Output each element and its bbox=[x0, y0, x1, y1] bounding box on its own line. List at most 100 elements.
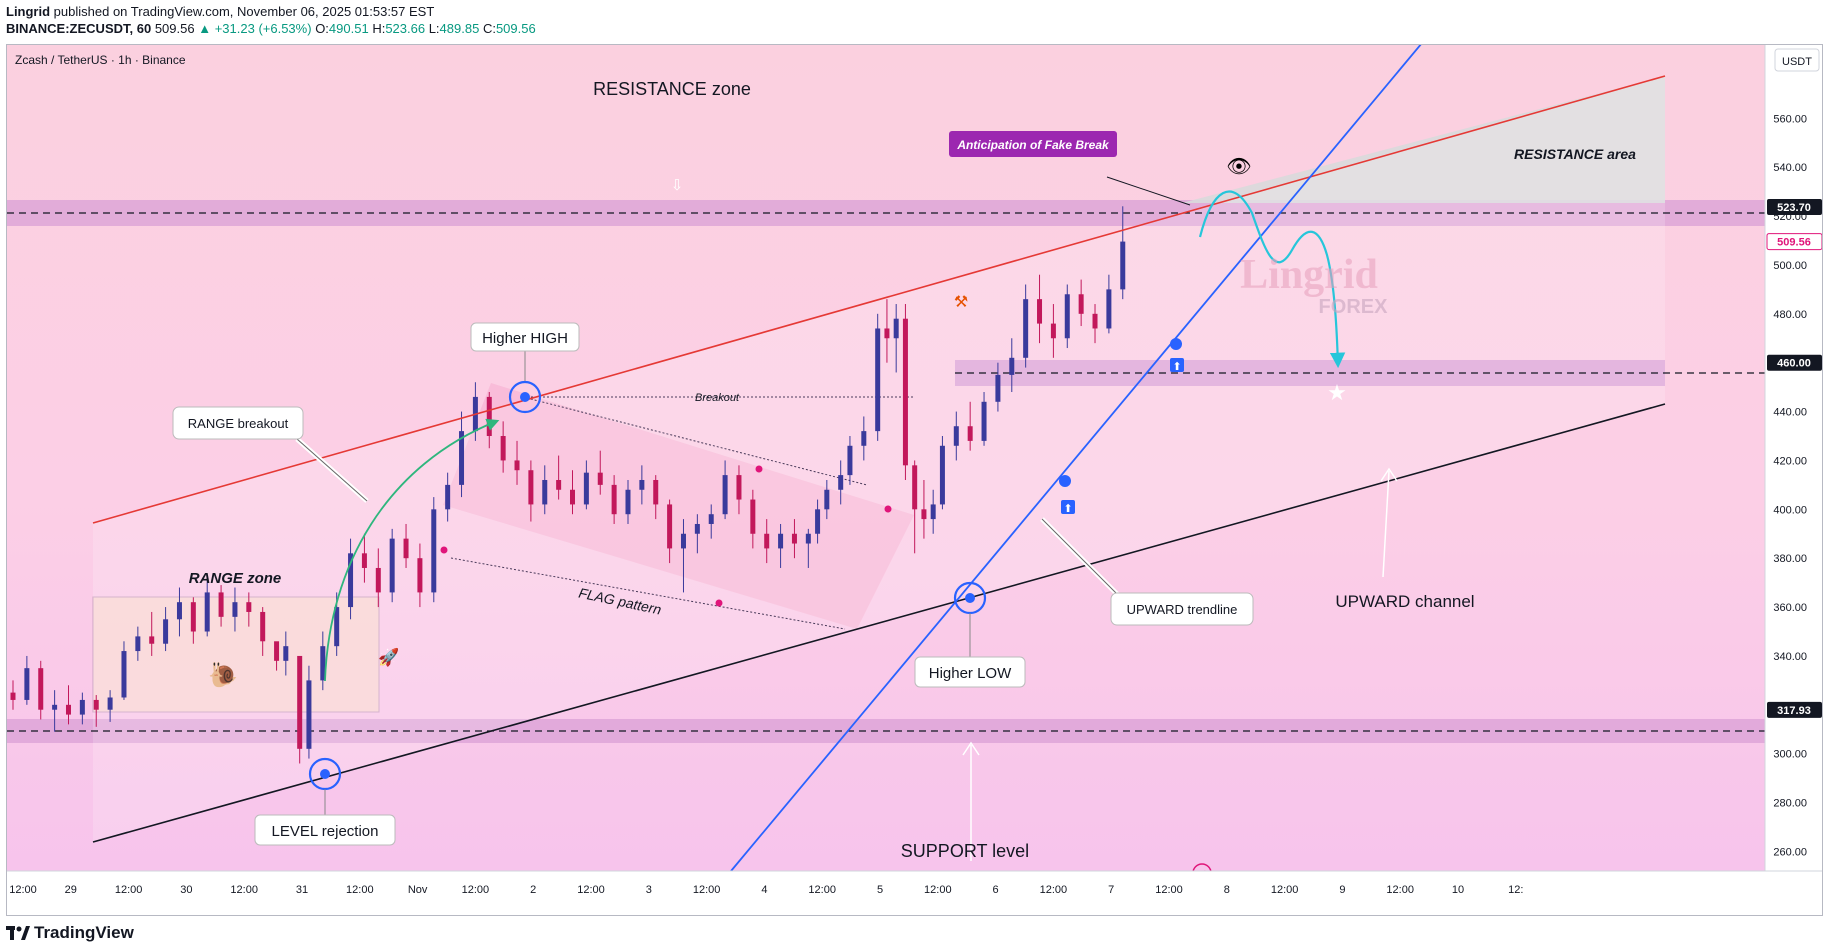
tradingview-footer[interactable]: TradingView bbox=[6, 922, 134, 944]
price-tags: 523.70 509.56 460.00 317.93 bbox=[1766, 199, 1822, 718]
x-tick-label: Nov bbox=[408, 884, 428, 896]
publish-info: Lingrid published on TradingView.com, No… bbox=[6, 4, 434, 19]
time-axis[interactable] bbox=[7, 871, 1823, 916]
fake-break-badge bbox=[949, 131, 1117, 157]
x-tick-label: 6 bbox=[993, 884, 999, 896]
candle-body bbox=[389, 538, 395, 593]
level-rejection-label: LEVEL rejection bbox=[271, 823, 378, 840]
candle-body bbox=[218, 592, 224, 617]
candle-body bbox=[838, 475, 844, 490]
x-tick-label: 12:00 bbox=[577, 884, 605, 896]
candle-body bbox=[10, 692, 16, 700]
candle-body bbox=[149, 636, 155, 644]
published-text: published on TradingView.com, November 0… bbox=[53, 4, 435, 19]
x-tick-label: 12:00 bbox=[115, 884, 143, 896]
watermark-title: Lingrid bbox=[1240, 252, 1378, 298]
higher-low-label: Higher LOW bbox=[929, 665, 1012, 682]
candle-body bbox=[861, 431, 867, 446]
candle-body bbox=[1023, 299, 1029, 358]
candle-body bbox=[694, 523, 700, 534]
candle-body bbox=[708, 514, 714, 524]
candle-body bbox=[1050, 323, 1056, 339]
candle-body bbox=[348, 553, 354, 608]
low-value: 489.85 bbox=[439, 21, 480, 36]
x-tick-label: 2 bbox=[530, 884, 536, 896]
last-price: 509.56 bbox=[154, 21, 195, 36]
pivot-dot bbox=[884, 505, 892, 513]
candle-body bbox=[403, 538, 409, 559]
price-tag-label: 460.00 bbox=[1777, 358, 1811, 370]
x-tick-label: 12: bbox=[1508, 884, 1523, 896]
candle-body bbox=[65, 704, 71, 715]
range-breakout-label: RANGE breakout bbox=[188, 416, 289, 431]
up-signal-icon-arrow: ⬆ bbox=[1063, 503, 1072, 515]
y-tick-label: 300.00 bbox=[1773, 749, 1807, 761]
candle-body bbox=[611, 484, 617, 515]
rocket-icon: 🚀 bbox=[378, 647, 399, 667]
candle-body bbox=[791, 533, 797, 544]
level-rejection-dot bbox=[320, 769, 330, 779]
higher-high-circle bbox=[508, 380, 542, 414]
level-rejection-callout bbox=[254, 814, 396, 846]
currency-label[interactable]: USDT bbox=[1782, 56, 1812, 68]
candle-body bbox=[722, 475, 728, 515]
higher-low-callout bbox=[914, 656, 1026, 688]
x-tick-label: 30 bbox=[180, 884, 192, 896]
price-tag bbox=[1767, 354, 1822, 371]
candle-body bbox=[232, 602, 238, 617]
chart-panel[interactable]: ⇩ 👁 🐌 🚀 ⚒ ★ ⬆ ⬆ ⚡ Lingrid FOREX Zcash / … bbox=[6, 44, 1823, 916]
candle-body bbox=[79, 699, 85, 715]
open-label: O: bbox=[315, 21, 329, 36]
candle-body bbox=[1009, 357, 1015, 375]
watermark-subtitle: FOREX bbox=[1319, 296, 1389, 318]
candle-body bbox=[902, 318, 908, 466]
y-tick-label: 380.00 bbox=[1773, 553, 1807, 565]
y-tick-label: 260.00 bbox=[1773, 846, 1807, 858]
y-tick-label: 400.00 bbox=[1773, 504, 1807, 516]
upward-trendline-callout bbox=[1110, 592, 1254, 626]
candle-body bbox=[778, 533, 784, 549]
up-signal-icon bbox=[1170, 358, 1184, 372]
price-tag bbox=[1767, 701, 1822, 718]
callout-pointer bbox=[296, 438, 368, 502]
price-tag bbox=[1767, 199, 1822, 216]
x-tick-label: 7 bbox=[1108, 884, 1114, 896]
symbol-name[interactable]: BINANCE:ZECUSDT, 60 bbox=[6, 21, 152, 36]
up-signal-icon bbox=[1061, 500, 1075, 514]
currency-button[interactable] bbox=[1774, 48, 1820, 72]
price-chart[interactable]: ⇩ 👁 🐌 🚀 ⚒ ★ ⬆ ⬆ ⚡ Lingrid FOREX Zcash / … bbox=[7, 45, 1823, 916]
candle-body bbox=[884, 328, 890, 339]
upward-trendline[interactable] bbox=[730, 45, 1427, 872]
y-tick-label: 360.00 bbox=[1773, 602, 1807, 614]
candle-body bbox=[912, 465, 918, 510]
x-tick-label: 12:00 bbox=[808, 884, 836, 896]
candle-body bbox=[190, 602, 196, 632]
trend-touch-dot-2 bbox=[1170, 338, 1182, 350]
price-axis[interactable] bbox=[1765, 45, 1823, 871]
close-value: 509.56 bbox=[495, 21, 536, 36]
y-ticks: 560.00540.00520.00500.00480.00440.00420.… bbox=[1773, 113, 1807, 858]
resistance-trendline[interactable] bbox=[92, 75, 1666, 524]
y-tick-label: 440.00 bbox=[1773, 407, 1807, 419]
candle-body bbox=[967, 426, 973, 441]
higher-low-dot bbox=[965, 593, 975, 603]
upward-channel-label: UPWARD channel bbox=[1335, 592, 1474, 611]
resistance-area-label: RESISTANCE area bbox=[1514, 146, 1636, 162]
pivot-dot bbox=[755, 465, 763, 473]
candle-body bbox=[625, 489, 631, 515]
candle-body bbox=[805, 533, 811, 544]
support-level-label: SUPPORT level bbox=[901, 841, 1029, 861]
candle-body bbox=[556, 479, 562, 490]
price-tag-label: 317.93 bbox=[1777, 705, 1811, 717]
support-trendline[interactable] bbox=[92, 403, 1666, 843]
flag-upper-line bbox=[522, 396, 868, 486]
flag-lower-line bbox=[450, 557, 846, 630]
y-tick-label: 340.00 bbox=[1773, 651, 1807, 663]
y-tick-label: 280.00 bbox=[1773, 798, 1807, 810]
x-tick-label: 12:00 bbox=[1155, 884, 1183, 896]
candle-body bbox=[486, 396, 492, 437]
ohlc-bar: BINANCE:ZECUSDT, 60 509.56 ▲ +31.23 (+6.… bbox=[6, 21, 536, 36]
candle-body bbox=[1037, 299, 1043, 324]
author-name[interactable]: Lingrid bbox=[6, 4, 51, 19]
candle-body bbox=[417, 558, 423, 593]
